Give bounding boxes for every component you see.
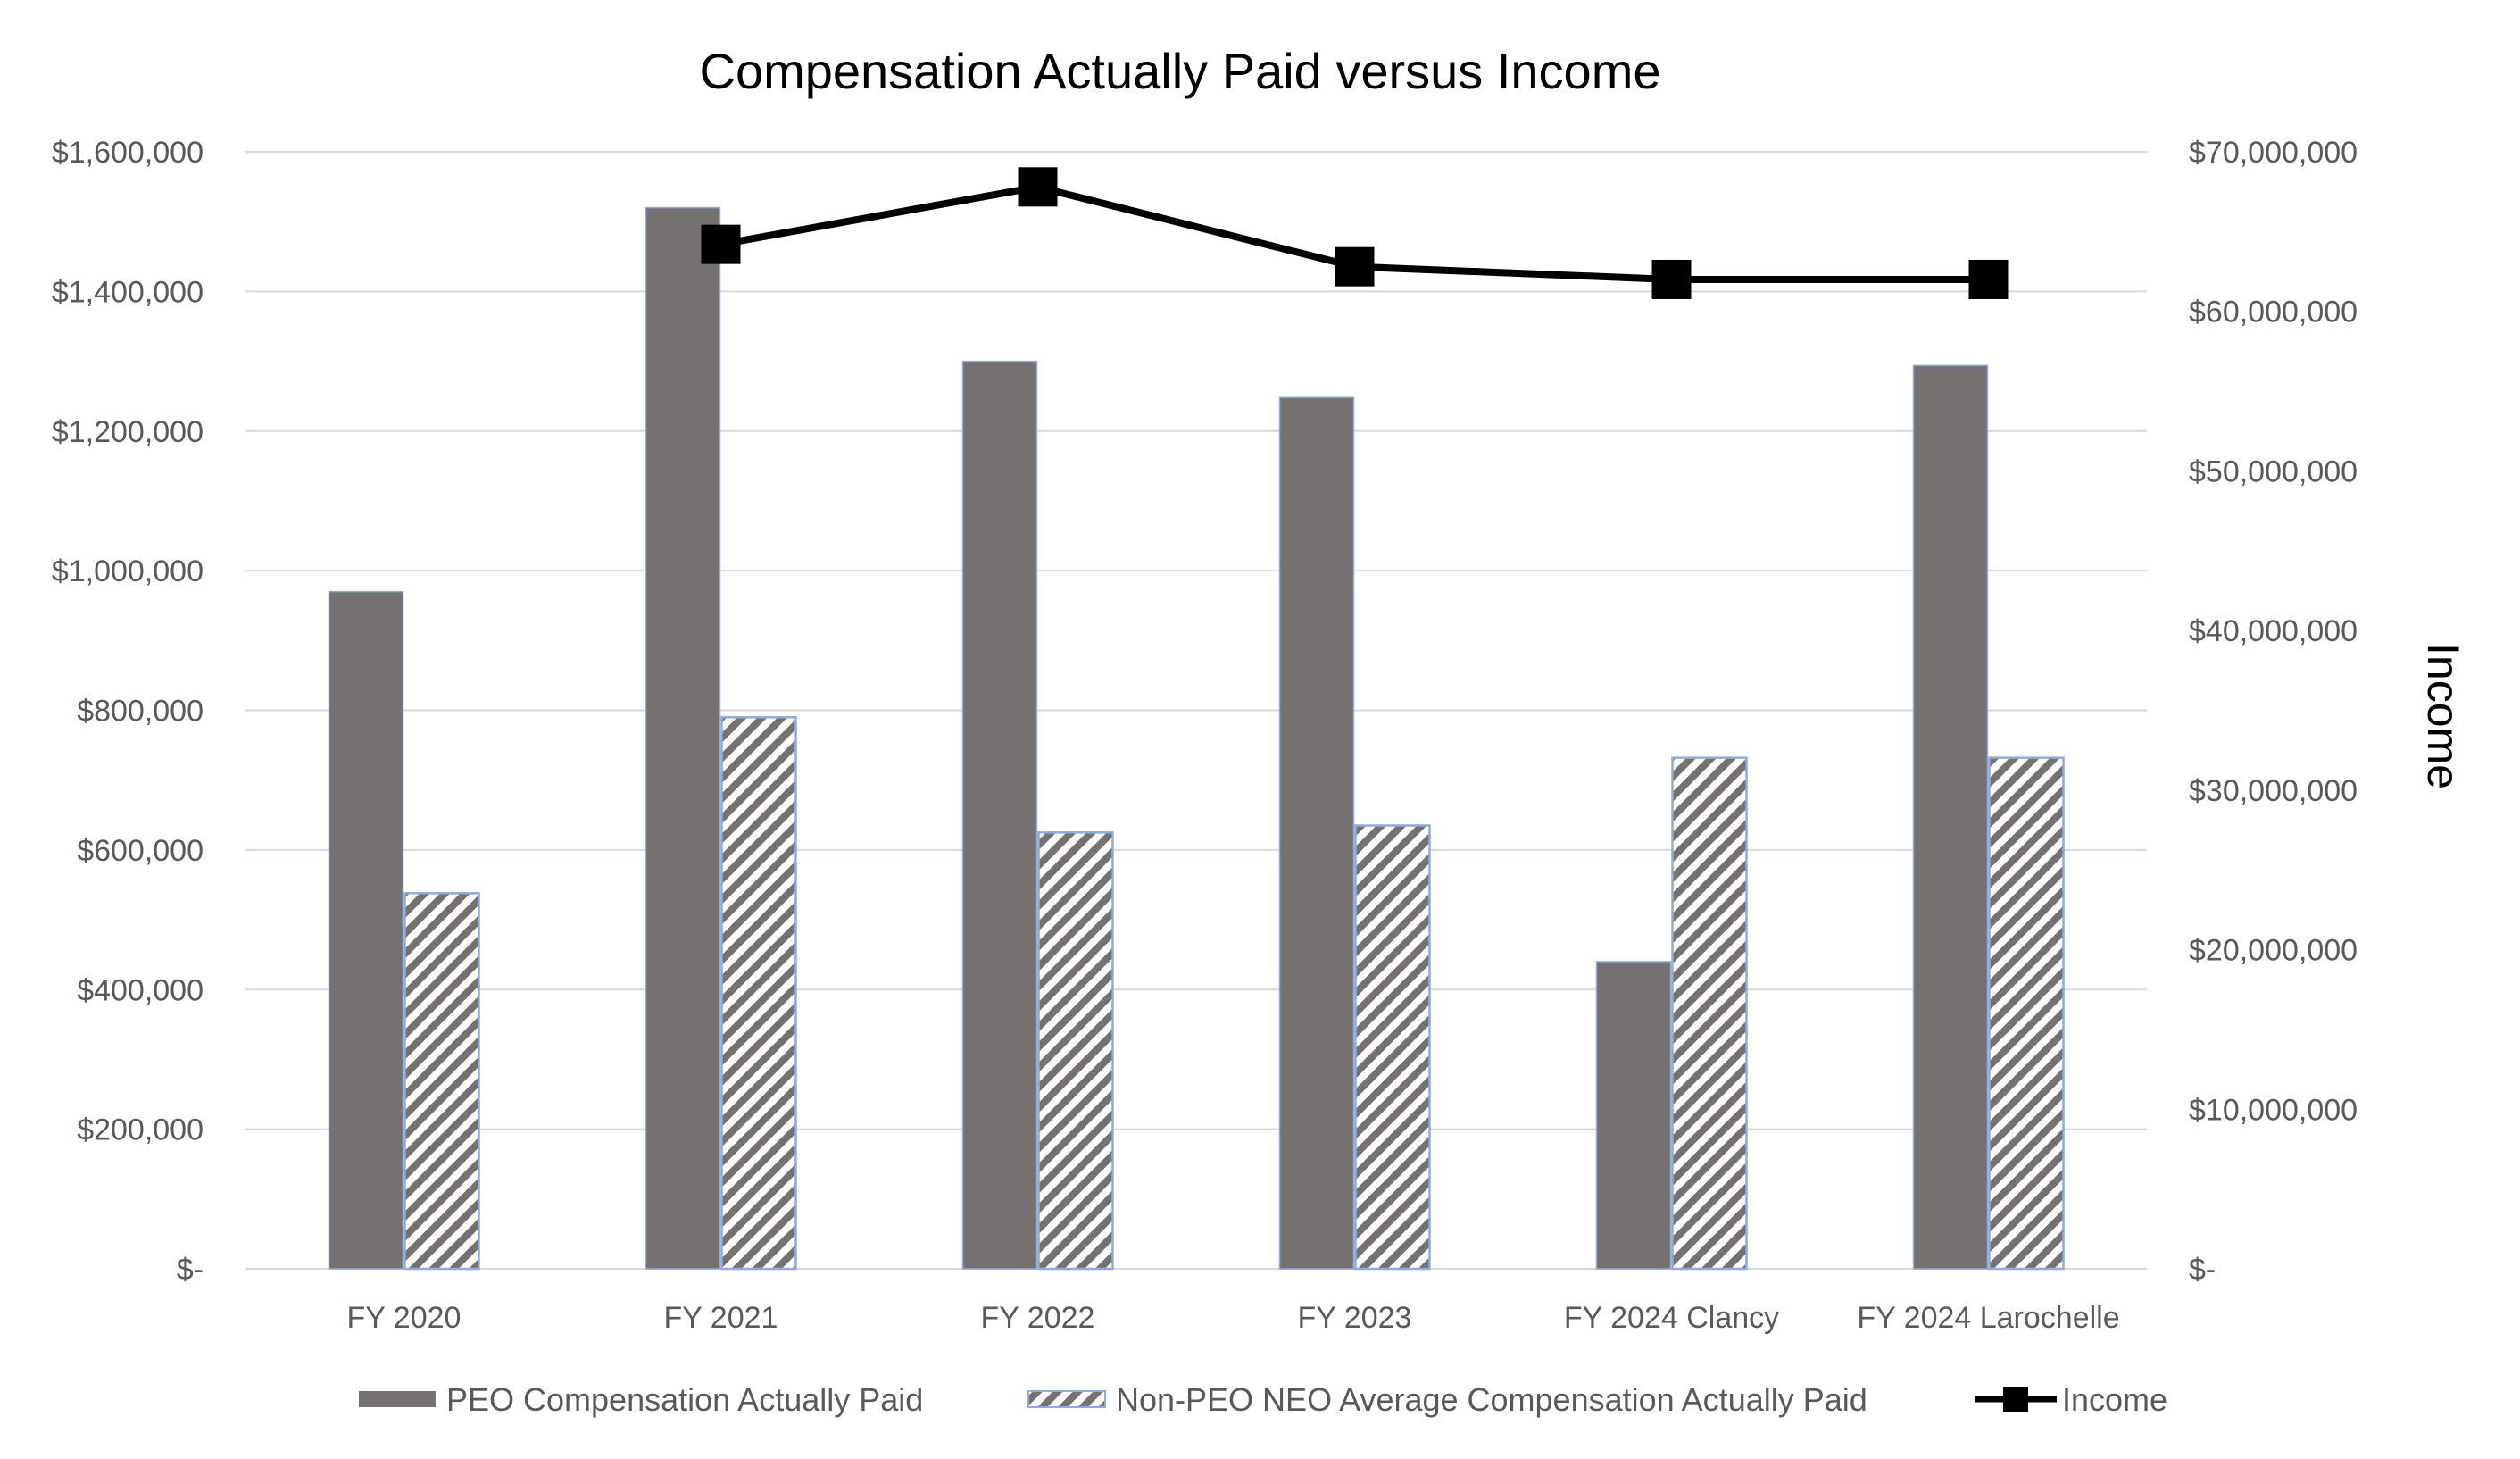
legend-label-non-peo: Non-PEO NEO Average Compensation Actuall… (1116, 1381, 1867, 1418)
legend-swatch-non-peo (1027, 1390, 1106, 1408)
left-tick-label: $- (177, 1253, 204, 1287)
x-tick-label: FY 2024 Larochelle (1857, 1301, 2119, 1335)
right-tick-label: $50,000,000 (2189, 454, 2358, 488)
income-marker (1018, 167, 1058, 207)
right-tick-label: $- (2189, 1253, 2216, 1287)
gridlines (245, 151, 2147, 1270)
bar-peo-compensation (328, 590, 404, 1270)
left-tick-label: $1,600,000 (52, 136, 204, 170)
left-tick-label: $1,400,000 (52, 275, 204, 309)
bar-peo-compensation (1912, 364, 1989, 1270)
bar-peo-compensation (1278, 396, 1355, 1270)
bar-non-peo-neo-compensation (403, 892, 480, 1271)
bar-non-peo-neo-compensation (1988, 756, 2065, 1271)
x-axis-ticks: FY 2020 FY 2021 FY 2022 FY 2023 FY 2024 Clan… (347, 1301, 2120, 1335)
bar-non-peo-neo-compensation (1354, 824, 1431, 1271)
x-tick-label: FY 2020 (347, 1301, 462, 1335)
income-marker (1651, 259, 1692, 299)
bar-peo-compensation (645, 206, 721, 1270)
right-tick-label: $70,000,000 (2189, 136, 2358, 170)
left-tick-label: $1,200,000 (52, 415, 204, 449)
right-tick-label: $10,000,000 (2189, 1093, 2358, 1127)
left-tick-label: $1,000,000 (52, 554, 204, 588)
right-tick-label: $40,000,000 (2189, 614, 2358, 648)
income-marker (701, 224, 741, 264)
left-tick-label: $400,000 (77, 973, 204, 1007)
legend-label-peo: PEO Compensation Actually Paid (446, 1381, 923, 1418)
left-tick-label: $200,000 (77, 1113, 204, 1147)
x-tick-label: FY 2023 (1298, 1301, 1412, 1335)
right-tick-label: $30,000,000 (2189, 774, 2358, 808)
bar-peo-compensation (961, 360, 1038, 1270)
legend-swatch-income-marker (2003, 1387, 2028, 1412)
left-tick-label: $800,000 (77, 695, 204, 729)
legend: PEO Compensation Actually Paid Non-PEO NE… (359, 1381, 2167, 1418)
bar-non-peo-neo-compensation (1671, 756, 1748, 1271)
bar-non-peo-neo-compensation (720, 716, 797, 1271)
right-tick-label: $60,000,000 (2189, 296, 2358, 329)
x-tick-label: FY 2024 Clancy (1564, 1301, 1779, 1335)
legend-label-income: Income (2062, 1381, 2167, 1418)
left-axis-ticks: $- $200,000 $400,000 $600,000 $800,000 $1,000… (52, 136, 204, 1287)
income-marker (1968, 259, 2009, 299)
left-tick-label: $600,000 (77, 834, 204, 868)
x-tick-label: FY 2021 (664, 1301, 778, 1335)
income-marker (1335, 246, 1375, 287)
chart-title: Compensation Actually Paid versus Income (700, 43, 1661, 99)
legend-swatch-peo (359, 1391, 436, 1407)
x-tick-label: FY 2022 (981, 1301, 1095, 1335)
right-tick-label: $20,000,000 (2189, 934, 2358, 968)
bar-peo-compensation (1595, 961, 1672, 1270)
income-line-group (701, 167, 2009, 299)
bars-group (328, 206, 2065, 1271)
right-axis-title: Income (2418, 643, 2468, 789)
bar-non-peo-neo-compensation (1037, 831, 1114, 1271)
right-axis-ticks: $- $10,000,000 $20,000,000 $30,000,000 $40,0… (2189, 136, 2358, 1287)
